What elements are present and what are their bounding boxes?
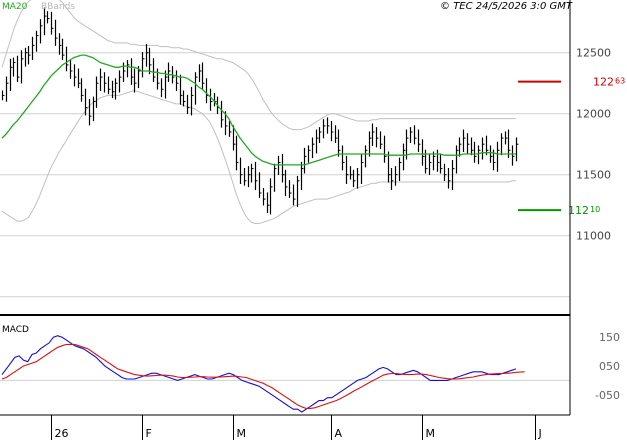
bb-upper-line — [1, 0, 516, 131]
macd-panel-title: MACD — [2, 325, 29, 335]
bbands-legend-label: BBands — [41, 2, 75, 12]
macd-tick-label-0: 150 — [599, 331, 620, 344]
macd-panel — [0, 335, 570, 413]
date-tick-label-2: M — [237, 427, 247, 440]
chart-frame — [0, 0, 571, 416]
support-label-small: 10 — [590, 205, 600, 214]
bollinger-bands — [1, 0, 516, 224]
price-tick-label-2: 12000 — [576, 108, 611, 121]
date-tick-label-0: 26 — [55, 427, 69, 440]
price-tick-label-1: 11500 — [576, 169, 611, 182]
date-tick-label-3: A — [335, 427, 343, 440]
price-gridlines — [0, 52, 570, 298]
price-tick-label-0: 11000 — [576, 230, 611, 243]
resistance-label-small: 63 — [615, 77, 625, 86]
price-tick-label-3: 12500 — [576, 47, 611, 60]
price-axis-labels: 11000 11500 12000 12500 — [576, 47, 611, 243]
macd-tick-label-2: -050 — [595, 389, 620, 402]
date-tick-label-1: F — [146, 427, 152, 440]
ma20-path — [1, 54, 516, 166]
date-axis: 26 F M A M J — [51, 415, 542, 440]
ma20-line — [1, 54, 516, 166]
macd-axis-labels: 150 050 -050 — [595, 331, 620, 402]
support-label: 11210 — [568, 204, 600, 217]
price-levels: 12263 11210 — [518, 76, 625, 217]
date-tick-label-5: J — [538, 427, 542, 440]
resistance-label: 12263 — [593, 76, 625, 89]
signal-line — [1, 343, 525, 409]
bb-lower-line — [1, 89, 516, 224]
price-bars — [1, 7, 519, 215]
ma-legend-label: MA20 — [2, 2, 28, 12]
copyright-text: © TEC 24/5/2026 3:0 GMT — [440, 1, 573, 12]
macd-tick-label-1: 050 — [599, 360, 620, 373]
macd-line — [1, 335, 517, 413]
date-tick-label-4: M — [426, 427, 436, 440]
